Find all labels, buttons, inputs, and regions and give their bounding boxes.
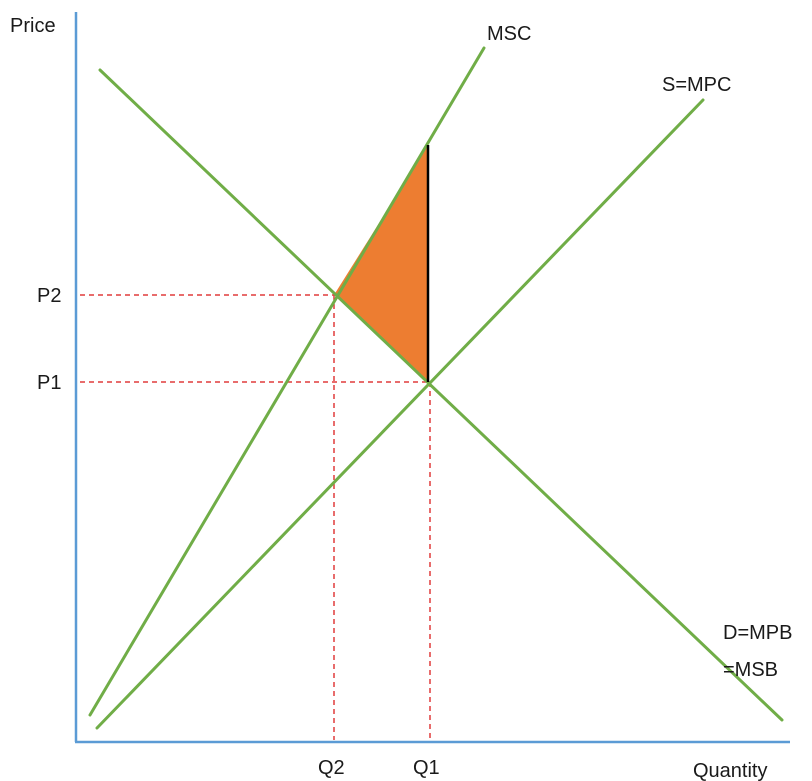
x-axis-label: Quantity bbox=[693, 760, 767, 781]
welfare-loss-triangle bbox=[334, 145, 428, 382]
supply-mpc-curve bbox=[95, 98, 705, 730]
supply-mpc-label: S=MPC bbox=[662, 74, 731, 96]
msc-curve bbox=[88, 46, 486, 717]
p2-tick-label: P2 bbox=[37, 285, 61, 307]
y-axis-label: Price bbox=[10, 15, 56, 37]
q1-tick-label: Q1 bbox=[413, 757, 440, 779]
q2-tick-label: Q2 bbox=[318, 757, 345, 779]
demand-mpb-msb-curve bbox=[98, 68, 784, 722]
msc-label: MSC bbox=[487, 23, 531, 45]
demand-label-line1: D=MPB bbox=[723, 622, 792, 644]
demand-label-line2: =MSB bbox=[723, 659, 778, 681]
p1-tick-label: P1 bbox=[37, 372, 61, 394]
